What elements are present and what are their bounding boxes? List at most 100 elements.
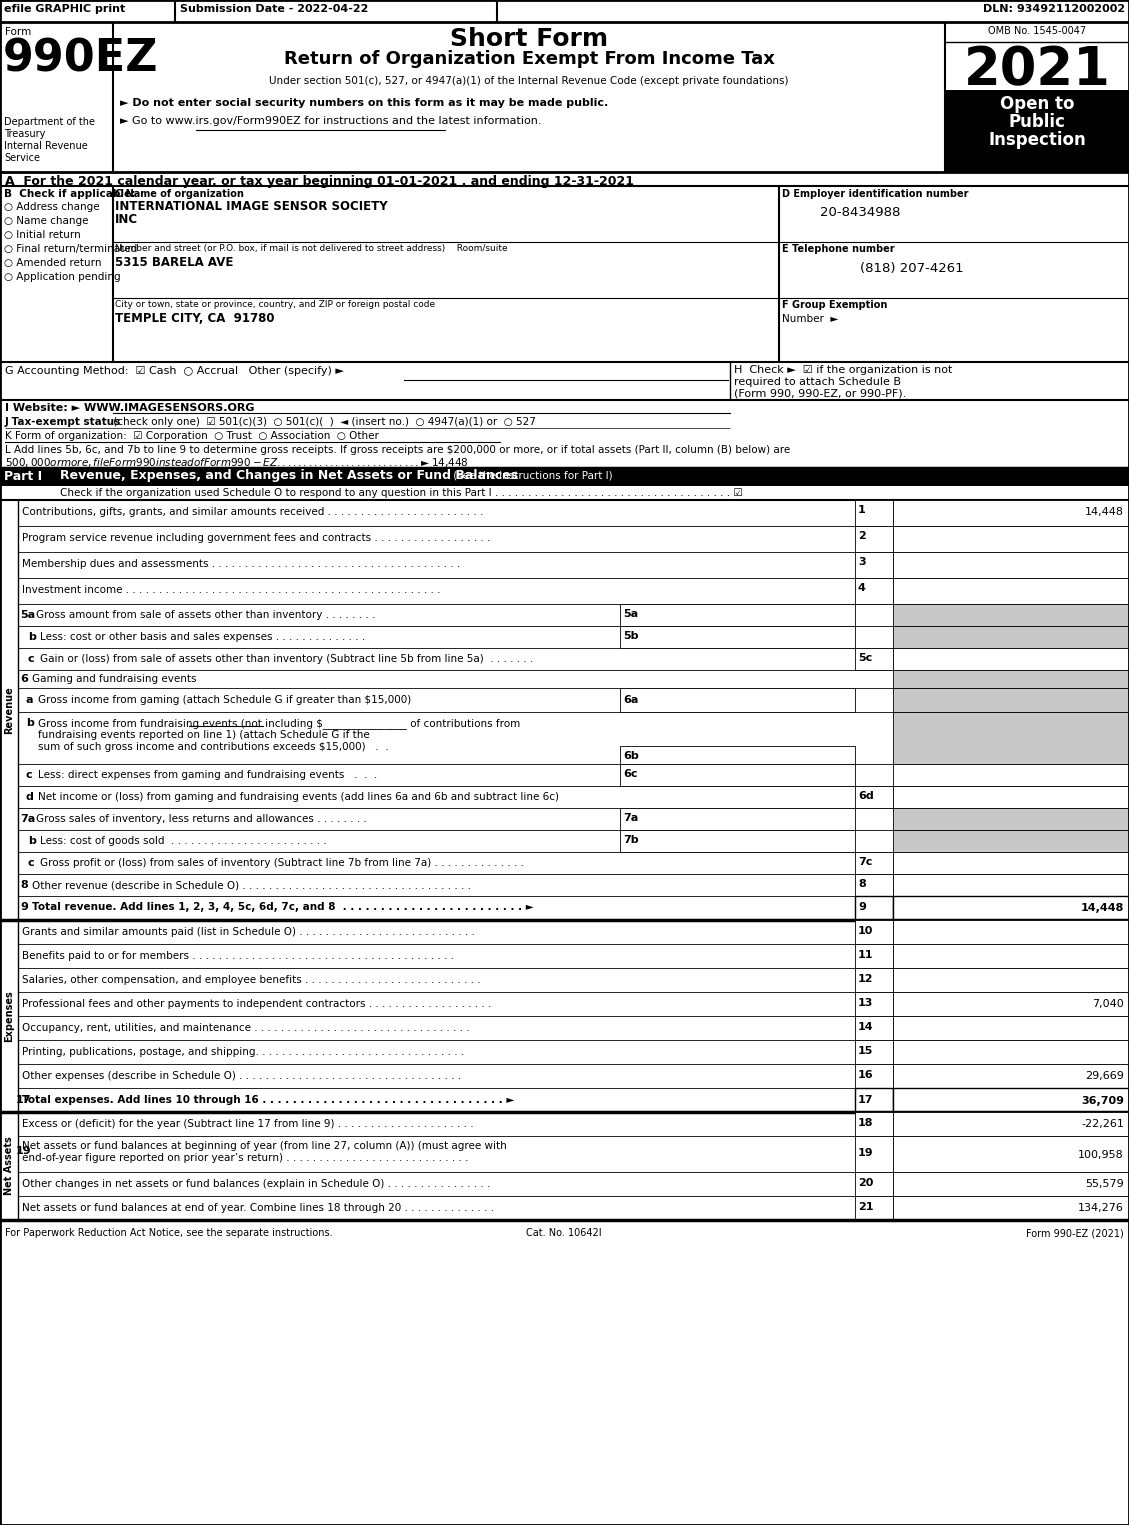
Text: Gaming and fundraising events: Gaming and fundraising events xyxy=(32,674,196,685)
Text: 5a: 5a xyxy=(20,610,35,621)
Text: B  Check if applicable:: B Check if applicable: xyxy=(5,189,135,198)
Text: 990EZ: 990EZ xyxy=(3,38,158,81)
Text: 8: 8 xyxy=(20,880,28,891)
Bar xyxy=(893,625,1129,648)
Text: 3: 3 xyxy=(858,557,866,567)
Text: (818) 207-4261: (818) 207-4261 xyxy=(860,262,964,274)
Bar xyxy=(893,1040,1129,1064)
Text: efile GRAPHIC print: efile GRAPHIC print xyxy=(5,5,125,14)
Text: 7a: 7a xyxy=(623,813,638,824)
Text: Net assets or fund balances at beginning of year (from line 27, column (A)) (mus: Net assets or fund balances at beginning… xyxy=(21,1141,507,1151)
Text: 8: 8 xyxy=(858,878,866,889)
Text: Number and street (or P.O. box, if mail is not delivered to street address)    R: Number and street (or P.O. box, if mail … xyxy=(115,244,508,253)
Text: 14,448: 14,448 xyxy=(1085,506,1124,517)
Text: 9: 9 xyxy=(20,901,28,912)
Text: INTERNATIONAL IMAGE SENSOR SOCIETY: INTERNATIONAL IMAGE SENSOR SOCIETY xyxy=(115,200,387,214)
Bar xyxy=(855,944,893,968)
Text: ○ Name change: ○ Name change xyxy=(5,217,88,226)
Text: -22,261: -22,261 xyxy=(1082,1119,1124,1128)
Text: 134,276: 134,276 xyxy=(1078,1203,1124,1212)
Text: Treasury: Treasury xyxy=(5,130,45,139)
Text: For Paperwork Reduction Act Notice, see the separate instructions.: For Paperwork Reduction Act Notice, see … xyxy=(5,1228,333,1238)
Bar xyxy=(620,746,855,764)
Text: ○ Address change: ○ Address change xyxy=(5,201,99,212)
Bar xyxy=(855,920,893,944)
Text: K Form of organization:  ☑ Corporation  ○ Trust  ○ Association  ○ Other: K Form of organization: ☑ Corporation ○ … xyxy=(5,432,379,441)
Text: Other expenses (describe in Schedule O) . . . . . . . . . . . . . . . . . . . . : Other expenses (describe in Schedule O) … xyxy=(21,1071,461,1081)
Bar xyxy=(0,0,1129,21)
Text: 18: 18 xyxy=(858,1118,874,1128)
Bar xyxy=(893,669,1129,688)
Text: fundraising events reported on line 1) (attach Schedule G if the: fundraising events reported on line 1) (… xyxy=(38,730,370,740)
Text: Part I: Part I xyxy=(5,470,42,483)
Text: 5c: 5c xyxy=(858,653,873,663)
Bar xyxy=(855,1173,893,1196)
Text: Professional fees and other payments to independent contractors . . . . . . . . : Professional fees and other payments to … xyxy=(21,999,491,1010)
Text: b: b xyxy=(28,631,36,642)
Bar xyxy=(893,1064,1129,1087)
Bar xyxy=(893,968,1129,991)
Text: sum of such gross income and contributions exceeds $15,000)   .  .: sum of such gross income and contributio… xyxy=(38,743,388,752)
Text: 14,448: 14,448 xyxy=(1080,903,1124,913)
Bar xyxy=(893,1112,1129,1136)
Text: 36,709: 36,709 xyxy=(1080,1096,1124,1106)
Bar xyxy=(893,552,1129,578)
Text: ○ Initial return: ○ Initial return xyxy=(5,230,81,239)
Bar xyxy=(855,1112,893,1136)
Text: L Add lines 5b, 6c, and 7b to line 9 to determine gross receipts. If gross recei: L Add lines 5b, 6c, and 7b to line 9 to … xyxy=(5,445,790,454)
Bar xyxy=(855,552,893,578)
Text: 6d: 6d xyxy=(858,791,874,801)
Text: Return of Organization Exempt From Income Tax: Return of Organization Exempt From Incom… xyxy=(283,50,774,69)
Text: Department of the: Department of the xyxy=(5,117,95,127)
Text: Net Assets: Net Assets xyxy=(5,1136,14,1196)
Bar xyxy=(855,1136,893,1173)
Text: H  Check ►  ☑ if the organization is not: H Check ► ☑ if the organization is not xyxy=(734,364,953,375)
Text: 5b: 5b xyxy=(623,631,639,640)
Text: 14: 14 xyxy=(858,1022,874,1032)
Text: Benefits paid to or for members . . . . . . . . . . . . . . . . . . . . . . . . : Benefits paid to or for members . . . . … xyxy=(21,952,454,961)
Bar xyxy=(620,604,855,625)
Text: c: c xyxy=(26,770,33,779)
Text: ○ Application pending: ○ Application pending xyxy=(5,271,121,282)
Text: Revenue: Revenue xyxy=(5,686,14,734)
Text: F Group Exemption: F Group Exemption xyxy=(782,300,887,310)
Bar xyxy=(855,1087,893,1112)
Text: 6: 6 xyxy=(20,674,28,685)
Bar xyxy=(855,1064,893,1087)
Text: Internal Revenue: Internal Revenue xyxy=(5,140,88,151)
Bar xyxy=(893,688,1129,712)
Bar xyxy=(855,1016,893,1040)
Text: 10: 10 xyxy=(858,926,874,936)
Text: 7b: 7b xyxy=(623,836,639,845)
Bar xyxy=(855,785,893,808)
Text: 17: 17 xyxy=(858,1095,874,1106)
Bar xyxy=(893,1087,1129,1112)
Text: 55,579: 55,579 xyxy=(1085,1179,1124,1190)
Bar xyxy=(855,578,893,604)
Text: Excess or (deficit) for the year (Subtract line 17 from line 9) . . . . . . . . : Excess or (deficit) for the year (Subtra… xyxy=(21,1119,474,1128)
Bar xyxy=(893,830,1129,852)
Text: Gross profit or (loss) from sales of inventory (Subtract line 7b from line 7a) .: Gross profit or (loss) from sales of inv… xyxy=(40,859,524,868)
Text: Revenue, Expenses, and Changes in Net Assets or Fund Balances: Revenue, Expenses, and Changes in Net As… xyxy=(60,470,518,482)
Text: Salaries, other compensation, and employee benefits . . . . . . . . . . . . . . : Salaries, other compensation, and employ… xyxy=(21,974,481,985)
Bar xyxy=(855,968,893,991)
Bar xyxy=(893,1173,1129,1196)
Text: required to attach Schedule B: required to attach Schedule B xyxy=(734,377,901,387)
Bar xyxy=(620,808,855,830)
Text: Printing, publications, postage, and shipping. . . . . . . . . . . . . . . . . .: Printing, publications, postage, and shi… xyxy=(21,1048,464,1057)
Bar xyxy=(893,944,1129,968)
Bar xyxy=(620,625,855,648)
Text: City or town, state or province, country, and ZIP or foreign postal code: City or town, state or province, country… xyxy=(115,300,435,310)
Text: Submission Date - 2022-04-22: Submission Date - 2022-04-22 xyxy=(180,5,368,14)
Text: 7a: 7a xyxy=(20,814,35,824)
Text: 7c: 7c xyxy=(858,857,873,868)
Text: 7,040: 7,040 xyxy=(1092,999,1124,1010)
Text: 16: 16 xyxy=(858,1071,874,1080)
Text: 6c: 6c xyxy=(623,769,638,779)
Text: ○ Amended return: ○ Amended return xyxy=(5,258,102,268)
Text: Check if the organization used Schedule O to respond to any question in this Par: Check if the organization used Schedule … xyxy=(60,488,743,499)
Bar xyxy=(893,648,1129,669)
Bar xyxy=(620,830,855,852)
Text: Number  ►: Number ► xyxy=(782,314,839,323)
Bar xyxy=(893,526,1129,552)
